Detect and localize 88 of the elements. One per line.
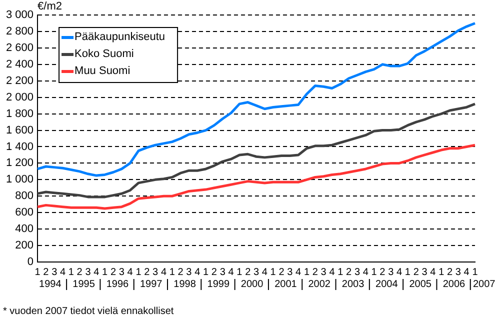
y-tick-label: 1 200	[6, 157, 34, 170]
x-tick-label: 2	[446, 266, 453, 278]
x-tick-label: 1	[304, 266, 310, 278]
x-tick-label: 3	[422, 266, 428, 278]
y-tick-label: 1 800	[6, 108, 34, 120]
x-tick-label: 3	[152, 266, 159, 278]
text: 2001	[274, 278, 298, 290]
y-tick-label: 2 400	[6, 58, 34, 70]
x-tick-label: 3	[354, 266, 360, 278]
y-tick-label: 2 800	[6, 26, 34, 38]
text: 1998	[174, 278, 196, 290]
y-tick-label: 3 000	[6, 9, 34, 22]
y-tick-label: 600	[15, 206, 34, 219]
x-tick-label: 1	[136, 266, 142, 278]
x-tick-label: 2	[278, 266, 285, 278]
x-tick-label: 2	[211, 266, 218, 278]
text: 2002	[308, 278, 331, 290]
x-tick-label: 1	[68, 266, 74, 278]
x-tick-label: 3	[455, 266, 462, 278]
x-tick-label: 3	[186, 266, 192, 278]
x-tick-label: 2	[245, 266, 252, 278]
legend-label: Koko Suomi	[74, 48, 134, 60]
text: 2005	[409, 278, 432, 290]
x-tick-label: 2	[380, 266, 386, 278]
x-tick-label: 4	[94, 266, 100, 278]
text: 2003	[342, 278, 365, 290]
text: 1999	[207, 278, 230, 290]
x-tick-label: 1	[438, 266, 445, 278]
y-tick-label: 200	[15, 240, 34, 252]
x-tick-label: 2	[346, 266, 352, 278]
x-tick-label: 1	[102, 266, 108, 278]
text: * vuoden 2007 tiedot vielä ennakolliset	[3, 306, 174, 317]
x-tick-label: 2	[110, 266, 116, 278]
y-tick-label: 800	[15, 190, 34, 202]
x-tick-label: 1	[404, 266, 411, 278]
x-tick-label: 3	[118, 266, 125, 278]
y-axis-title: €/m2	[38, 0, 62, 13]
text: 2000	[240, 278, 264, 290]
x-tick-label: 3	[220, 266, 226, 278]
x-tick-label: 1	[203, 266, 210, 278]
x-tick-label: 1	[371, 266, 378, 278]
x-tick-label: 2	[413, 266, 420, 278]
x-tick-label: 4	[127, 266, 134, 278]
x-tick-label: 2	[144, 266, 150, 278]
x-tick-label: 1	[236, 266, 243, 278]
x-tick-label: 4	[160, 266, 167, 278]
x-tick-label: 4	[296, 266, 302, 278]
x-tick-label: 2	[76, 266, 83, 278]
y-tick-label: 1 000	[6, 174, 34, 186]
text: 1996	[106, 278, 130, 290]
x-tick-label: 4	[396, 266, 402, 278]
x-tick-label: 3	[85, 266, 92, 278]
text: 2006	[442, 278, 466, 290]
legend-label: Muu Suomi	[74, 65, 130, 78]
x-tick-label: 3	[320, 266, 327, 278]
x-tick-label: 4	[228, 266, 234, 278]
x-tick-label: 2	[43, 266, 50, 278]
x-tick-label: 3	[52, 266, 58, 278]
x-tick-label: 4	[362, 266, 369, 278]
y-tick-label: 400	[15, 223, 34, 236]
y-tick-label: 1 600	[6, 124, 34, 136]
x-tick-label: 4	[60, 266, 66, 278]
x-tick-label: 3	[287, 266, 294, 278]
y-tick-label: 1 400	[6, 140, 34, 153]
x-tick-label: 1	[34, 266, 41, 278]
text: 1995	[72, 278, 96, 290]
y-tick-label: 0	[27, 256, 34, 268]
text: 1997	[140, 278, 163, 290]
text: 2004	[376, 278, 398, 290]
x-tick-label: 2	[312, 266, 318, 278]
x-tick-label: 1	[169, 266, 176, 278]
legend-label: Pääkaupunkiseutu	[74, 31, 166, 44]
x-tick-label: 4	[329, 266, 336, 278]
y-tick-label: 2 600	[6, 42, 34, 54]
x-tick-label: 3	[388, 266, 394, 278]
y-tick-label: 2 000	[6, 91, 34, 104]
x-tick-label: 1	[270, 266, 276, 278]
x-tick-label: 2	[178, 266, 184, 278]
x-tick-label: 4	[262, 266, 268, 278]
y-tick-label: 2 200	[6, 74, 34, 87]
x-tick-label: 4	[430, 266, 436, 278]
x-tick-label: 1	[472, 266, 478, 278]
x-tick-label: 4	[464, 266, 470, 278]
text: 2007	[473, 278, 495, 290]
x-tick-label: 3	[253, 266, 260, 278]
x-tick-label: 4	[194, 266, 201, 278]
x-tick-label: 1	[338, 266, 344, 278]
text: 1994	[39, 278, 62, 290]
